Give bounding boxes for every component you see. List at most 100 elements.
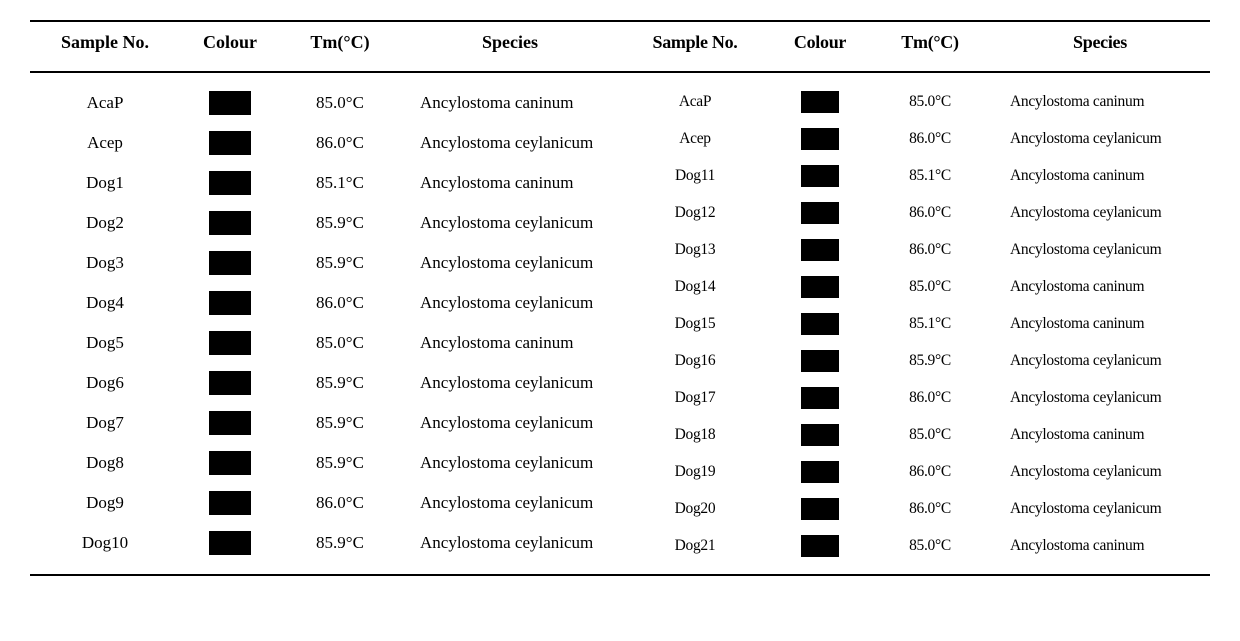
cell-sample: Dog14 xyxy=(620,278,770,296)
cell-tm: 85.9°C xyxy=(280,213,400,233)
table-row: Dog986.0°CAncylostoma ceylanicum xyxy=(30,483,620,523)
cell-colour xyxy=(770,461,870,483)
cell-colour xyxy=(180,251,280,275)
cell-tm: 86.0°C xyxy=(870,241,990,259)
cell-sample: AcaP xyxy=(620,93,770,111)
cell-species: Ancylostoma ceylanicum xyxy=(400,493,620,513)
table-row: Dog1 85.1°CAncylostoma caninum xyxy=(30,163,620,203)
colour-swatch xyxy=(209,131,251,155)
cell-tm: 86.0°C xyxy=(280,133,400,153)
cell-species: Ancylostoma ceylanicum xyxy=(990,130,1210,148)
colour-swatch xyxy=(209,91,251,115)
cell-species: Ancylostoma ceylanicum xyxy=(400,453,620,473)
table-row: Dog1685.9°CAncylostoma ceylanicum xyxy=(620,342,1210,379)
cell-colour xyxy=(180,91,280,115)
colour-swatch xyxy=(209,411,251,435)
cell-species: Ancylostoma caninum xyxy=(400,93,620,113)
cell-sample: Dog2 xyxy=(30,213,180,233)
cell-tm: 86.0°C xyxy=(280,293,400,313)
cell-colour xyxy=(180,371,280,395)
cell-tm: 85.9°C xyxy=(280,253,400,273)
colour-swatch xyxy=(801,498,839,520)
cell-species: Ancylostoma ceylanicum xyxy=(990,389,1210,407)
table-row: Dog1885.0°CAncylostoma caninum xyxy=(620,416,1210,453)
colour-swatch xyxy=(209,451,251,475)
cell-sample: Dog1 xyxy=(30,173,180,193)
table-header-right: Sample No. Colour Tm(°C) Species xyxy=(620,22,1210,73)
cell-tm: 85.0°C xyxy=(870,93,990,111)
cell-sample: Dog9 xyxy=(30,493,180,513)
cell-sample: Dog20 xyxy=(620,500,770,518)
colour-swatch xyxy=(801,387,839,409)
cell-colour xyxy=(770,313,870,335)
cell-colour xyxy=(180,331,280,355)
cell-tm: 85.9°C xyxy=(280,533,400,553)
table-row: Dog1185.1°CAncylostoma caninum xyxy=(620,157,1210,194)
colour-swatch xyxy=(801,165,839,187)
col-header-species: Species xyxy=(400,32,620,53)
table-row: Dog785.9°CAncylostoma ceylanicum xyxy=(30,403,620,443)
cell-species: Ancylostoma caninum xyxy=(990,315,1210,333)
table-row: Dog1786.0°CAncylostoma ceylanicum xyxy=(620,379,1210,416)
table-row: Dog4 86.0°CAncylostoma ceylanicum xyxy=(30,283,620,323)
cell-sample: Dog18 xyxy=(620,426,770,444)
cell-tm: 85.9°C xyxy=(280,373,400,393)
cell-sample: Dog6 xyxy=(30,373,180,393)
colour-swatch xyxy=(801,276,839,298)
table-row: Acep86.0°CAncylostoma ceylanicum xyxy=(620,120,1210,157)
cell-tm: 85.1°C xyxy=(870,167,990,185)
table-row: Dog285.9°CAncylostoma ceylanicum xyxy=(30,203,620,243)
cell-species: Ancylostoma caninum xyxy=(990,426,1210,444)
colour-swatch xyxy=(209,331,251,355)
cell-species: Ancylostoma caninum xyxy=(400,173,620,193)
cell-species: Ancylostoma ceylanicum xyxy=(990,241,1210,259)
cell-colour xyxy=(770,424,870,446)
col-header-sample: Sample No. xyxy=(30,32,180,53)
table-row: Dog2086.0°CAncylostoma ceylanicum xyxy=(620,490,1210,527)
cell-species: Ancylostoma ceylanicum xyxy=(400,533,620,553)
colour-swatch xyxy=(209,171,251,195)
col-header-colour: Colour xyxy=(180,32,280,53)
cell-tm: 85.0°C xyxy=(280,333,400,353)
cell-sample: Dog7 xyxy=(30,413,180,433)
cell-sample: Acep xyxy=(30,133,180,153)
cell-tm: 86.0°C xyxy=(870,204,990,222)
cell-sample: Acep xyxy=(620,130,770,148)
table-row: AcaP85.0°CAncylostoma caninum xyxy=(620,83,1210,120)
table-row: Dog1485.0°CAncylostoma caninum xyxy=(620,268,1210,305)
table-right-half: Sample No. Colour Tm(°C) Species AcaP 85.… xyxy=(620,22,1210,574)
cell-sample: Dog21 xyxy=(620,537,770,555)
cell-species: Ancylostoma ceylanicum xyxy=(400,373,620,393)
table-body-left: AcaP85.0°CAncylostoma caninumAcep86.0°CA… xyxy=(30,73,620,573)
cell-colour xyxy=(770,350,870,372)
cell-sample: Dog13 xyxy=(620,241,770,259)
cell-colour xyxy=(770,276,870,298)
cell-colour xyxy=(770,387,870,409)
cell-colour xyxy=(180,411,280,435)
cell-species: Ancylostoma ceylanicum xyxy=(990,500,1210,518)
colour-swatch xyxy=(209,291,251,315)
table-body-right: AcaP85.0°CAncylostoma caninumAcep86.0°CA… xyxy=(620,73,1210,574)
cell-sample: Dog4 xyxy=(30,293,180,313)
cell-species: Ancylostoma ceylanicum xyxy=(990,463,1210,481)
table-row: Dog13 86.0°CAncylostoma ceylanicum xyxy=(620,231,1210,268)
table-row: Acep 86.0°CAncylostoma ceylanicum xyxy=(30,123,620,163)
colour-swatch xyxy=(801,535,839,557)
cell-sample: Dog11 xyxy=(620,167,770,185)
table-header-left: Sample No. Colour Tm(°C) Species xyxy=(30,22,620,73)
cell-sample: Dog8 xyxy=(30,453,180,473)
cell-sample: Dog15 xyxy=(620,315,770,333)
table: Sample No. Colour Tm(°C) Species AcaP 85.… xyxy=(30,20,1210,576)
cell-species: Ancylostoma ceylanicum xyxy=(400,133,620,153)
colour-swatch xyxy=(801,461,839,483)
col-header-colour: Colour xyxy=(770,32,870,53)
cell-tm: 85.9°C xyxy=(870,352,990,370)
cell-colour xyxy=(770,165,870,187)
cell-tm: 85.1°C xyxy=(280,173,400,193)
cell-tm: 85.9°C xyxy=(280,413,400,433)
table-row: Dog585.0°CAncylostoma caninum xyxy=(30,323,620,363)
cell-sample: Dog16 xyxy=(620,352,770,370)
cell-tm: 85.0°C xyxy=(280,93,400,113)
cell-species: Ancylostoma ceylanicum xyxy=(400,293,620,313)
cell-tm: 85.9°C xyxy=(280,453,400,473)
